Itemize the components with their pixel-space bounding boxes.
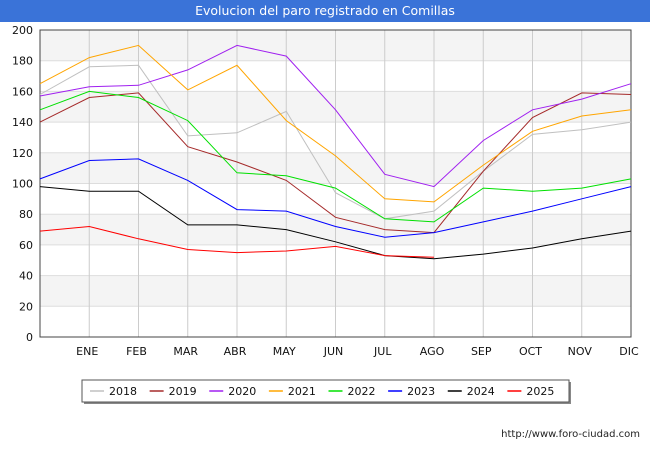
series-line-2019	[39, 92, 632, 234]
y-tick-label: 0	[26, 331, 33, 344]
y-tick-label: 20	[19, 300, 33, 313]
series-line-2025	[39, 225, 435, 258]
y-tick-label: 200	[12, 24, 33, 37]
legend-label-2025: 2025	[526, 385, 554, 398]
x-tick-label: MAR	[173, 345, 198, 358]
legend-label-2021: 2021	[288, 385, 316, 398]
footer-url[interactable]: http://www.foro-ciudad.com	[501, 429, 640, 440]
plot-frame	[39, 29, 632, 338]
x-tick-label: SEP	[471, 345, 492, 358]
chart-title: Evolucion del paro registrado en Comilla…	[0, 0, 650, 22]
x-tick-label: DIC	[619, 345, 639, 358]
y-tick-label: 60	[19, 239, 33, 252]
x-tick-label: JUL	[373, 345, 392, 358]
legend-label-2022: 2022	[348, 385, 376, 398]
legend-label-2018: 2018	[109, 385, 137, 398]
series-line-2021	[39, 44, 632, 203]
y-tick-label: 120	[12, 147, 33, 160]
series-line-2024	[39, 186, 632, 260]
x-tick-label: NOV	[568, 345, 593, 358]
legend-label-2023: 2023	[407, 385, 435, 398]
y-tick-label: 160	[12, 85, 33, 98]
series-line-2022	[39, 90, 632, 223]
legend-box	[81, 379, 570, 403]
x-tick-label: ENE	[76, 345, 98, 358]
legend-label-2019: 2019	[169, 385, 197, 398]
x-tick-label: ABR	[224, 345, 247, 358]
x-tick-label: OCT	[519, 345, 542, 358]
series-line-2020	[39, 44, 632, 188]
series-line-2018	[39, 64, 632, 220]
x-tick-label: FEB	[126, 345, 147, 358]
y-tick-label: 80	[19, 208, 33, 221]
x-tick-label: MAY	[273, 345, 296, 358]
x-tick-label: AGO	[420, 345, 445, 358]
x-tick-label: JUN	[323, 345, 344, 358]
series-line-2023	[39, 158, 632, 238]
legend-label-2020: 2020	[228, 385, 256, 398]
y-tick-label: 140	[12, 116, 33, 129]
y-tick-label: 100	[12, 178, 33, 191]
legend-label-2024: 2024	[467, 385, 495, 398]
y-tick-label: 40	[19, 270, 33, 283]
y-tick-label: 180	[12, 55, 33, 68]
